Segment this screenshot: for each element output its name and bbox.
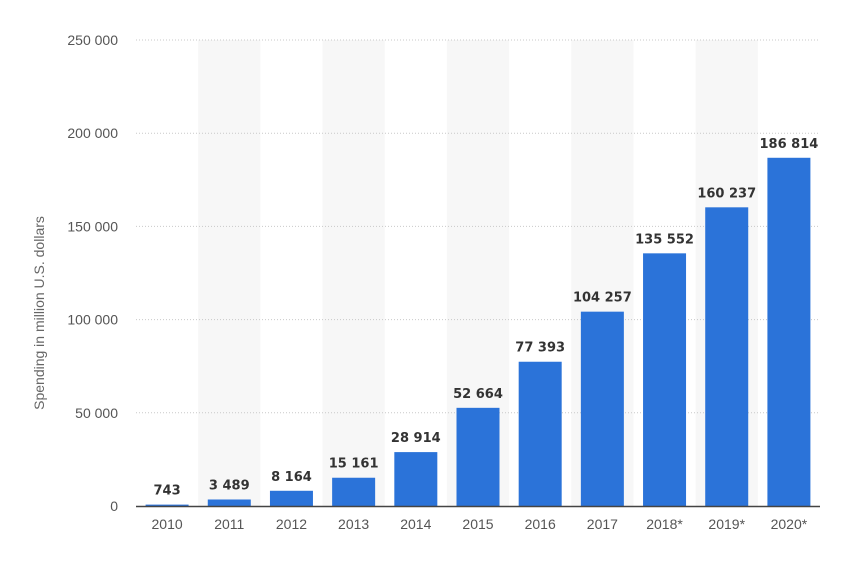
bar-2012 — [269, 490, 313, 506]
bar-2015 — [456, 407, 500, 506]
y-axis-title: Spending in million U.S. dollars — [31, 216, 47, 410]
bar-value-label: 104 257 — [573, 291, 632, 306]
x-tick-label: 2018* — [646, 516, 683, 532]
x-tick-label: 2019* — [708, 516, 745, 532]
x-tick-label: 2010 — [152, 516, 183, 532]
y-tick-label: 100 000 — [67, 312, 118, 328]
bar-value-label: 135 552 — [635, 232, 694, 247]
y-axis-ticks: 0 50 000 100 000 150 000 200 000 250 000 — [67, 32, 118, 514]
bar-2010 — [145, 504, 189, 506]
bar-value-label: 160 237 — [697, 186, 756, 201]
y-tick-label: 0 — [110, 498, 118, 514]
bar-value-label: 52 664 — [453, 387, 503, 402]
x-tick-label: 2011 — [214, 516, 244, 532]
bar-value-label: 28 914 — [391, 431, 441, 446]
x-tick-label: 2012 — [276, 516, 307, 532]
bar-value-labels: 743 3 489 8 164 15 161 28 914 52 664 77 393 104… — [154, 137, 819, 499]
bar-2013 — [332, 477, 376, 506]
x-tick-label: 2013 — [338, 516, 369, 532]
bars — [145, 157, 811, 507]
bar-2014 — [394, 452, 438, 506]
bar-2018 — [643, 253, 687, 506]
bar-value-label: 186 814 — [760, 137, 819, 152]
y-tick-label: 50 000 — [75, 405, 118, 421]
band-2011 — [198, 40, 261, 506]
bar-value-label: 77 393 — [515, 341, 565, 356]
bar-2020 — [767, 157, 811, 507]
x-tick-label: 2017 — [587, 516, 618, 532]
y-tick-label: 200 000 — [67, 125, 118, 141]
bar-value-label: 15 161 — [329, 457, 379, 472]
bar-value-label: 8 164 — [271, 470, 312, 485]
x-tick-label: 2015 — [462, 516, 493, 532]
y-tick-label: 150 000 — [67, 218, 118, 234]
bar-2016 — [518, 361, 562, 506]
x-tick-label: 2014 — [400, 516, 431, 532]
bar-value-label: 743 — [154, 484, 181, 499]
bar-2011 — [207, 499, 251, 506]
bar-value-label: 3 489 — [209, 478, 250, 493]
bar-2019 — [705, 207, 749, 506]
x-tick-label: 2016 — [525, 516, 556, 532]
band-2013 — [322, 40, 385, 506]
x-tick-label: 2020* — [771, 516, 808, 532]
y-tick-label: 250 000 — [67, 32, 118, 48]
bar-2017 — [580, 311, 624, 506]
x-axis-ticks: 2010 2011 2012 2013 2014 2015 2016 2017 2018* 201… — [152, 516, 808, 532]
